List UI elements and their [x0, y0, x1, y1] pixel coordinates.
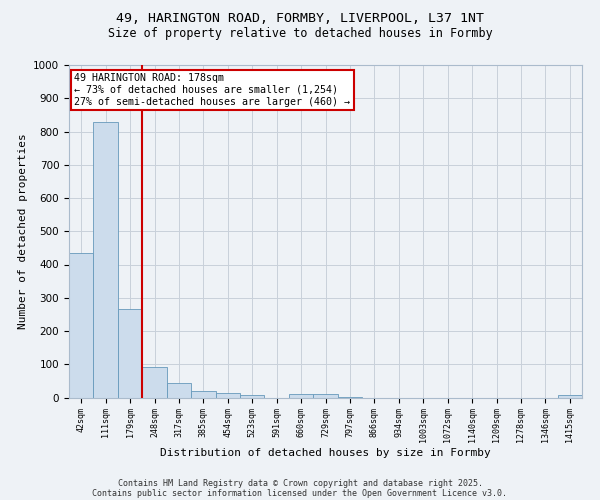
Bar — [289, 394, 313, 398]
Bar — [240, 395, 265, 398]
Bar — [94, 122, 118, 398]
Bar — [142, 366, 167, 398]
Bar — [338, 396, 362, 398]
Text: Size of property relative to detached houses in Formby: Size of property relative to detached ho… — [107, 28, 493, 40]
Bar — [118, 310, 142, 398]
Text: Contains HM Land Registry data © Crown copyright and database right 2025.: Contains HM Land Registry data © Crown c… — [118, 478, 482, 488]
Bar — [215, 393, 240, 398]
X-axis label: Distribution of detached houses by size in Formby: Distribution of detached houses by size … — [160, 448, 491, 458]
Text: 49, HARINGTON ROAD, FORMBY, LIVERPOOL, L37 1NT: 49, HARINGTON ROAD, FORMBY, LIVERPOOL, L… — [116, 12, 484, 26]
Y-axis label: Number of detached properties: Number of detached properties — [17, 134, 28, 329]
Bar — [69, 253, 94, 398]
Bar — [167, 383, 191, 398]
Bar — [191, 391, 215, 398]
Bar — [313, 394, 338, 398]
Bar — [557, 395, 582, 398]
Text: Contains public sector information licensed under the Open Government Licence v3: Contains public sector information licen… — [92, 488, 508, 498]
Text: 49 HARINGTON ROAD: 178sqm
← 73% of detached houses are smaller (1,254)
27% of se: 49 HARINGTON ROAD: 178sqm ← 73% of detac… — [74, 74, 350, 106]
